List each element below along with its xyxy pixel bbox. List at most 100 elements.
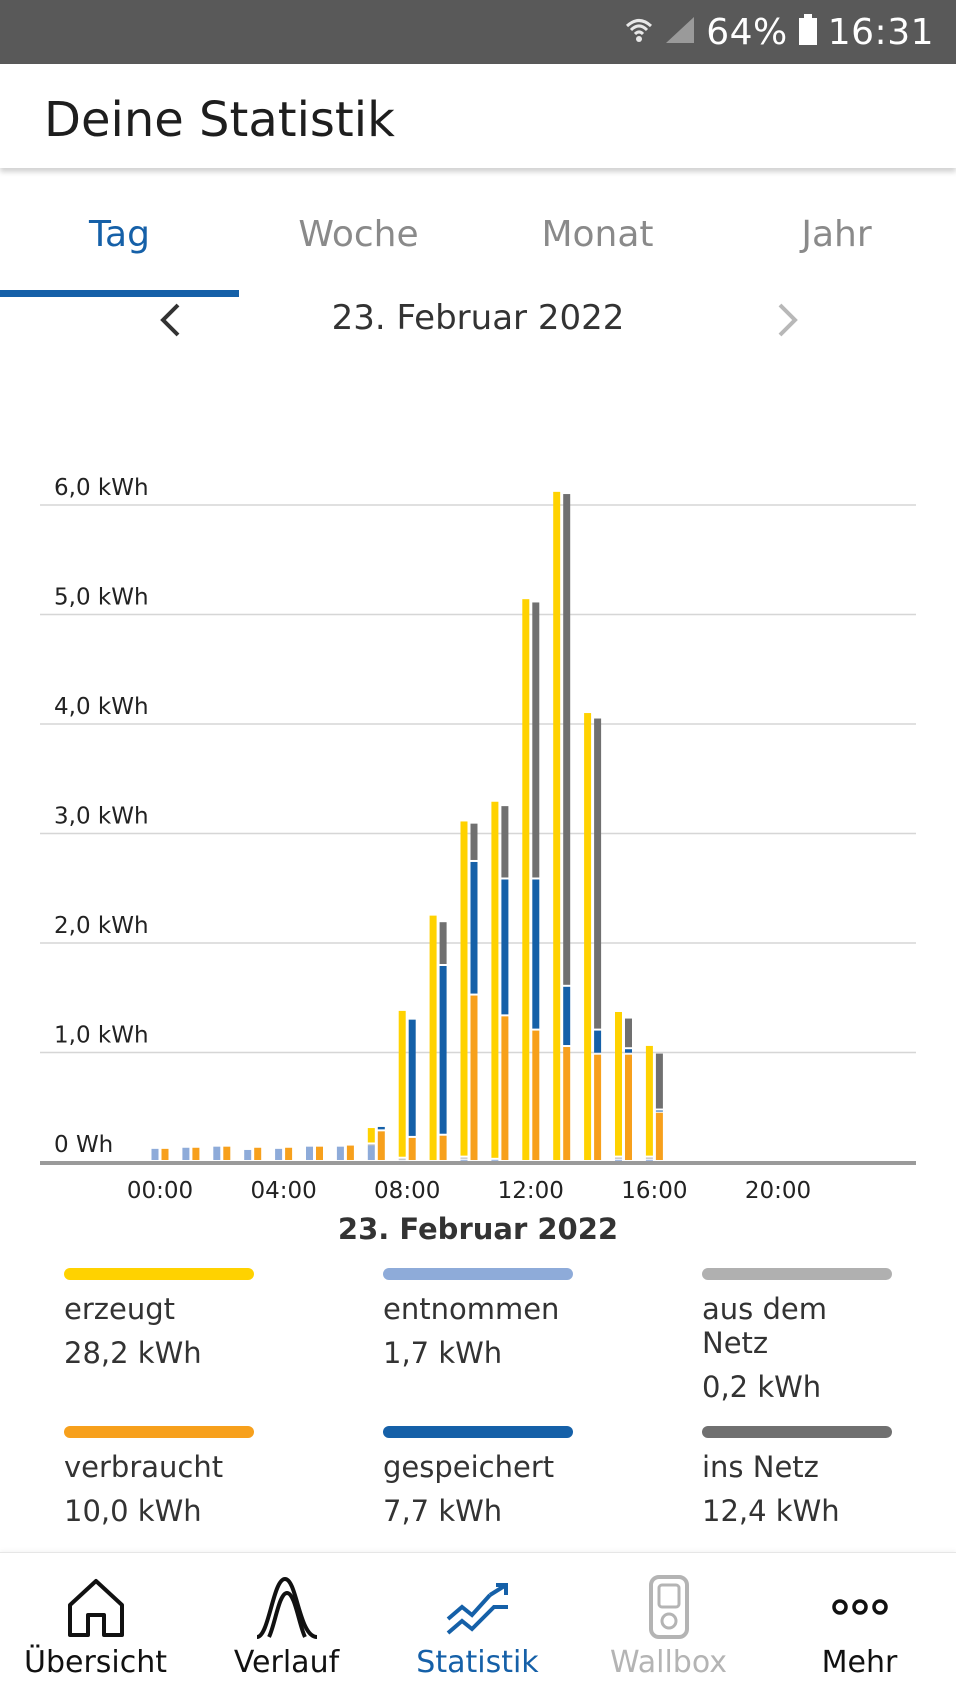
nav-mehr[interactable]: Mehr [764,1553,955,1701]
bar-verbraucht [563,1047,571,1160]
legend-label: entnommen [383,1292,560,1326]
bar-gespeichert [563,986,571,1046]
bar-verbraucht [254,1147,262,1160]
bar-erzeugt [429,915,437,1160]
wallbox-icon [648,1575,689,1639]
bottom-navigation: Übersicht Verlauf Statistik Wallbox [0,1552,956,1701]
curve-icon [255,1576,318,1639]
legend-value: 0,2 kWh [702,1370,822,1404]
nav-wallbox[interactable]: Wallbox [573,1553,764,1701]
y-tick-label: 1,0 kWh [54,1023,149,1049]
x-tick-label: 00:00 [127,1178,193,1204]
bar-gespeichert [470,861,478,994]
bar-aus-dem-netz [460,1157,468,1159]
bar-gespeichert [655,1110,663,1112]
legend-label: erzeugt [64,1292,175,1326]
bar-verbraucht [470,995,478,1160]
legend-value: 1,7 kWh [383,1336,503,1370]
bar-gespeichert [408,1019,416,1136]
bar-verbraucht [192,1147,200,1160]
legend-swatch [702,1268,892,1280]
bar-ins-netz [532,602,540,878]
legend-swatch [383,1426,573,1438]
bar-entnommen [460,1159,468,1161]
nav-statistik[interactable]: Statistik [382,1553,573,1701]
tab-monat[interactable]: Monat [541,214,654,255]
legend-value: 28,2 kWh [64,1336,202,1370]
legend-label: gespeichert [383,1450,555,1484]
legend-entnommen: entnommen 1,7 kWh [383,1268,578,1370]
tab-jahr[interactable]: Jahr [801,214,872,255]
bar-erzeugt [460,821,468,1156]
legend-gespeichert: gespeichert 7,7 kWh [383,1426,578,1528]
bar-aus-dem-netz [367,1144,375,1146]
nav-uebersicht[interactable]: Übersicht [0,1553,191,1701]
bar-entnommen [151,1148,159,1160]
bar-verbraucht [408,1137,416,1160]
bar-verbraucht [223,1146,231,1160]
y-tick-label: 5,0 kWh [54,585,149,611]
nav-label: Statistik [416,1645,539,1680]
bar-aus-dem-netz [645,1157,653,1159]
legend-label: ins Netz [702,1450,819,1484]
bar-entnommen [615,1159,622,1161]
legend-verbraucht: verbraucht 10,0 kWh [64,1426,259,1528]
bar-gespeichert [377,1126,385,1130]
bar-ins-netz [439,922,447,964]
home-icon [67,1579,124,1637]
x-tick-label: 08:00 [374,1178,440,1204]
bar-ins-netz [594,718,602,1029]
legend-value: 7,7 kWh [383,1494,503,1528]
bar-erzeugt [615,1011,622,1156]
nav-verlauf[interactable]: Verlauf [191,1553,382,1701]
legend-value: 12,4 kWh [702,1494,840,1528]
more-icon [831,1599,888,1615]
trend-icon [446,1583,508,1635]
y-tick-label: 0 Wh [54,1132,113,1158]
nav-label: Wallbox [609,1645,728,1680]
clock: 16:31 [827,11,934,53]
signal-icon [664,15,696,49]
bar-entnommen [336,1146,344,1160]
battery-percent: 64% [706,11,788,53]
bar-entnommen [645,1159,653,1161]
bar-erzeugt [398,1010,406,1157]
bar-verbraucht [285,1147,293,1160]
current-date: 23. Februar 2022 [331,298,625,338]
tab-woche[interactable]: Woche [298,214,419,255]
bar-erzeugt [645,1045,653,1156]
legend-swatch [702,1426,892,1438]
bar-entnommen [244,1149,252,1160]
bar-verbraucht [501,1016,509,1160]
status-bar: 64% 16:31 [0,0,956,64]
bar-gespeichert [501,879,509,1015]
chevron-right-icon[interactable] [764,296,812,344]
nav-label: Mehr [821,1645,898,1680]
bar-gespeichert [625,1049,632,1053]
page-title: Deine Statistik [44,92,395,148]
x-tick-label: 20:00 [745,1178,811,1204]
tab-tag[interactable]: Tag [89,214,150,255]
app-bar: Deine Statistik [0,64,956,168]
bar-verbraucht [316,1146,323,1160]
tab-indicator [0,290,239,297]
bar-ins-netz [625,1018,632,1048]
bar-entnommen [491,1159,499,1161]
y-tick-label: 2,0 kWh [54,913,149,939]
bar-gespeichert [439,965,447,1134]
bar-verbraucht [439,1135,447,1160]
chevron-left-icon[interactable] [146,296,194,344]
chart-svg: 0 Wh 1,0 kWh 2,0 kWh 3,0 kWh 4,0 kWh 5,0 kWh 6… [40,475,916,1204]
bar-erzeugt [522,599,530,1160]
bar-erzeugt [491,801,499,1158]
energy-chart: 0 Wh 1,0 kWh 2,0 kWh 3,0 kWh 4,0 kWh 5,0 kWh 6… [0,440,956,1210]
x-tick-label: 04:00 [250,1178,316,1204]
bar-verbraucht [377,1131,385,1160]
legend-ins-netz: ins Netz 12,4 kWh [702,1426,892,1528]
bar-verbraucht [594,1054,602,1160]
x-tick-label: 16:00 [621,1178,687,1204]
bar-entnommen [213,1146,221,1160]
bar-erzeugt [584,713,592,1160]
bar-gespeichert [532,879,540,1029]
bar-entnommen [182,1147,190,1160]
